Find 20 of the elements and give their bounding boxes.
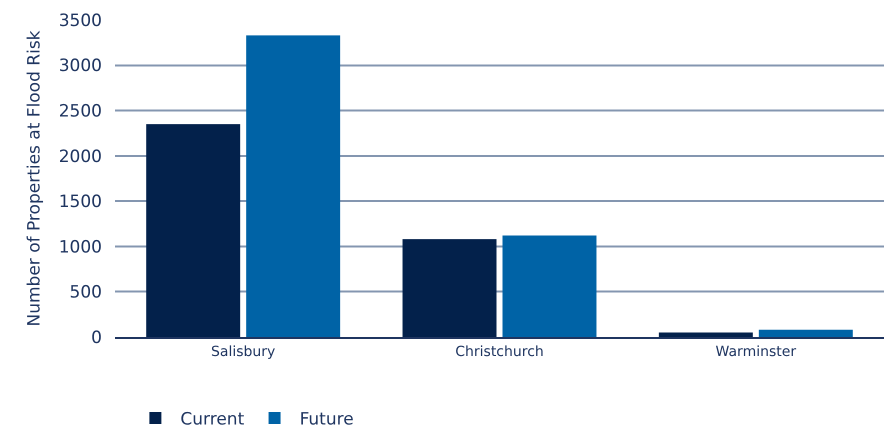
bar <box>146 124 240 337</box>
bar <box>402 239 496 337</box>
bar <box>246 35 340 337</box>
x-tick-label: Christchurch <box>455 344 544 360</box>
y-tick-label: 500 <box>70 282 102 303</box>
x-tick-label: Warminster <box>716 344 796 360</box>
y-tick-label: 3500 <box>58 10 102 31</box>
y-tick-label: 0 <box>91 328 102 348</box>
y-tick-label: 2500 <box>58 102 102 122</box>
legend-label: Future <box>300 410 354 430</box>
y-axis-title: Number of Properties at Flood Risk <box>24 30 44 327</box>
bar <box>502 236 596 337</box>
y-tick-label: 3000 <box>58 56 102 76</box>
y-tick-label: 1500 <box>58 192 102 212</box>
x-tick-label: Salisbury <box>211 344 276 360</box>
bar <box>758 330 853 337</box>
y-tick-label: 2000 <box>58 146 102 167</box>
legend-label: Current <box>180 410 245 430</box>
y-tick-label: 1000 <box>58 237 102 258</box>
bar <box>658 332 753 337</box>
